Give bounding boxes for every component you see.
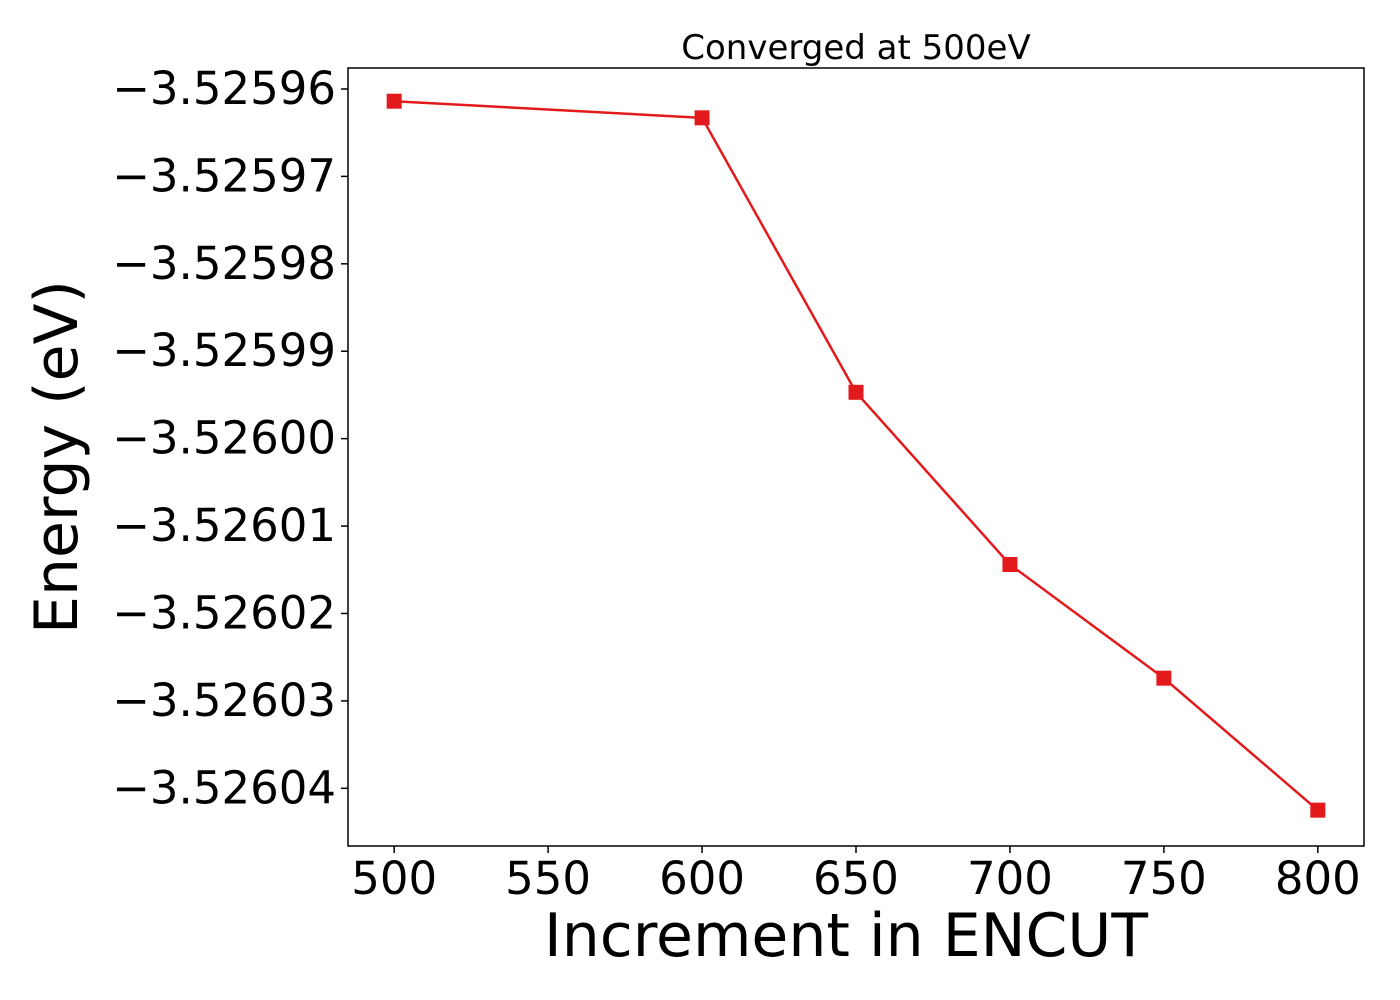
y-tick-label: −3.52599 [112,324,336,377]
y-tick-label: −3.52600 [112,412,336,465]
data-point-marker [848,384,864,400]
x-tick-label: 700 [967,852,1053,905]
x-tick-label: 650 [813,852,899,905]
x-tick-label: 550 [505,852,591,905]
data-point-marker [1002,557,1018,573]
data-point-marker [386,93,402,109]
y-tick-label: −3.52604 [112,761,336,814]
plot-area-frame [347,67,1365,847]
x-tick-label: 600 [659,852,745,905]
x-axis-label: Increment in ENCUT [544,901,1148,971]
data-point-marker [1156,670,1172,686]
data-point-marker [694,110,710,126]
x-tick-label: 750 [1121,852,1207,905]
series-line [394,99,1319,812]
x-tick-label: 500 [351,852,437,905]
x-axis-ticks: 500 550 600 650 700 750 800 [351,846,1361,905]
y-tick-label: −3.52601 [112,499,336,552]
y-tick-label: −3.52602 [112,586,336,639]
data-point-marker [1310,802,1326,818]
series-layer [386,93,1326,818]
y-tick-label: −3.52603 [112,674,336,727]
x-tick-label: 800 [1275,852,1361,905]
y-tick-label: −3.52598 [112,237,336,290]
y-tick-label: −3.52597 [112,149,336,202]
y-tick-label: −3.52596 [112,62,336,115]
y-axis-label: Energy (eV) [22,280,92,634]
chart-title: Converged at 500eV [681,28,1030,68]
y-axis-ticks: −3.52596 −3.52597 −3.52598 −3.52599 −3.52600… [112,62,348,814]
